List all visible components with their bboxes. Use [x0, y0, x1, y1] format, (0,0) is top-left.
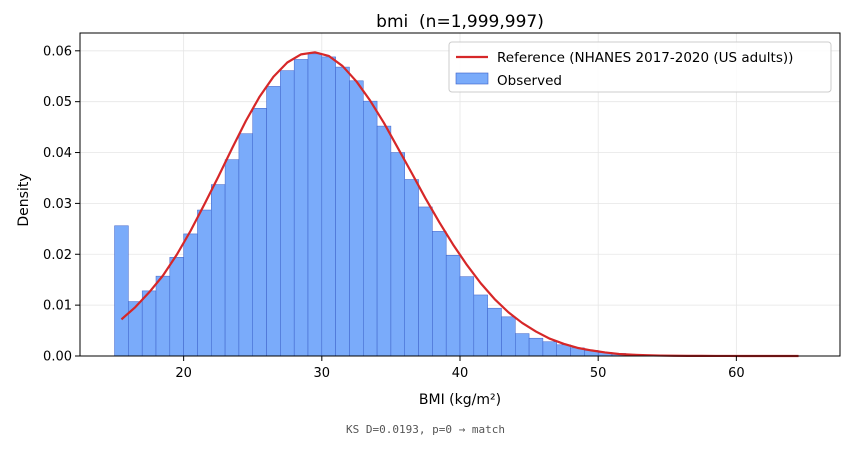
- observed-bar: [349, 80, 364, 357]
- observed-bar: [404, 179, 419, 357]
- legend-box: [448, 41, 832, 93]
- observed-bar: [293, 59, 309, 357]
- observed-bar: [252, 108, 267, 357]
- observed-bar: [487, 307, 502, 357]
- observed-bar: [321, 56, 336, 357]
- observed-bar: [515, 333, 530, 357]
- y-tick-label: 0.04: [43, 146, 72, 161]
- ks-test-footer: KS D=0.0193, p=0 → match: [346, 423, 505, 436]
- observed-bar: [501, 316, 516, 357]
- y-tick-label: 0.00: [43, 350, 72, 365]
- observed-bar: [114, 225, 129, 357]
- x-tick-label: 30: [314, 366, 331, 381]
- observed-bar: [390, 152, 405, 357]
- y-axis-ticks: 0.00 0.01 0.02 0.03 0.04 0.05 0.06: [43, 44, 80, 365]
- observed-bar: [542, 341, 557, 357]
- observed-bar: [155, 275, 171, 357]
- y-tick-label: 0.03: [43, 197, 72, 212]
- legend-entry-reference: Reference (NHANES 2017-2020 (US adults)): [497, 50, 793, 66]
- chart-title: bmi (n=1,999,997): [376, 12, 544, 32]
- observed-bar: [459, 276, 475, 357]
- observed-bar: [197, 209, 212, 357]
- observed-bar: [528, 337, 544, 357]
- observed-bar: [169, 257, 184, 357]
- observed-bar: [141, 290, 157, 357]
- observed-bar: [432, 231, 447, 357]
- x-axis-ticks: 20 30 40 50 60: [175, 356, 745, 381]
- observed-bar: [473, 294, 488, 357]
- y-tick-label: 0.05: [43, 95, 72, 110]
- observed-bar: [376, 125, 392, 357]
- x-tick-label: 60: [728, 366, 745, 381]
- observed-bars: [114, 53, 682, 357]
- x-tick-label: 20: [175, 366, 192, 381]
- y-tick-label: 0.06: [43, 44, 72, 59]
- observed-bar: [335, 66, 350, 357]
- legend-entry-observed: Observed: [497, 73, 562, 89]
- x-tick-label: 50: [590, 366, 607, 381]
- y-tick-label: 0.02: [43, 248, 72, 263]
- observed-bar: [363, 100, 378, 357]
- legend-bar-swatch: [455, 72, 489, 85]
- observed-bar: [128, 301, 143, 357]
- observed-bar: [224, 159, 240, 357]
- x-tick-label: 40: [452, 366, 469, 381]
- observed-bar: [445, 255, 461, 357]
- observed-bar: [280, 70, 295, 357]
- legend: Reference (NHANES 2017-2020 (US adults))…: [448, 41, 832, 93]
- x-axis-label: BMI (kg/m²): [419, 392, 501, 408]
- y-tick-label: 0.01: [43, 299, 72, 314]
- observed-bar: [556, 344, 571, 357]
- y-axis-label: Density: [16, 173, 32, 226]
- observed-bar: [307, 53, 323, 357]
- observed-bar: [418, 206, 433, 357]
- observed-bar: [238, 133, 253, 357]
- observed-bar: [266, 86, 281, 357]
- observed-bar: [211, 184, 226, 357]
- observed-bar: [183, 233, 198, 357]
